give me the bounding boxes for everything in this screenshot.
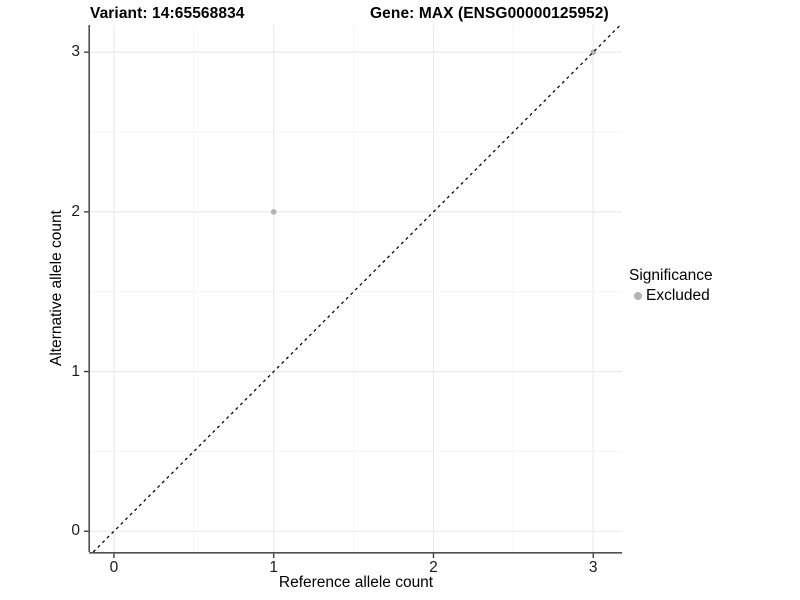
y-tick-label: 3 [71,43,80,61]
x-tick-label: 1 [269,559,279,576]
data-point [270,209,277,215]
identity-line [92,24,621,553]
legend-marker-circle-icon [634,292,642,300]
legend-title: Significance [629,267,713,284]
legend: Significance Excluded [629,266,713,305]
legend-item-label: Excluded [646,287,710,304]
x-tick-label: 0 [109,559,119,576]
x-axis-title: Reference allele count [278,574,434,591]
y-tick-label: 0 [71,522,80,540]
y-tick-label: 1 [71,362,80,380]
variant-title: Variant: 14:65568834 [90,5,245,22]
legend-item-excluded: Excluded [634,287,713,305]
y-tick-label: 2 [71,202,80,220]
x-tick-label: 3 [588,559,598,576]
y-axis-title: Alternative allele count [48,210,65,366]
gene-title: Gene: MAX (ENSG00000125952) [370,5,609,22]
x-tick-label: 2 [429,559,438,576]
